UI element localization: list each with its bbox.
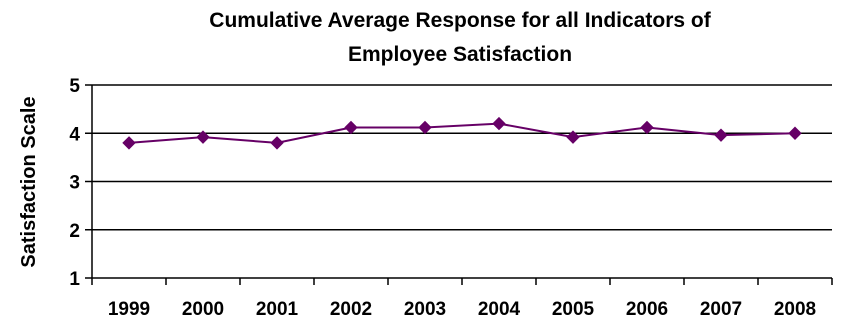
x-tick-label: 2001 [256, 299, 299, 320]
data-point-2008 [788, 126, 802, 140]
chart-title-line-1: Cumulative Average Response for all Indi… [209, 9, 711, 32]
y-tick-label: 1 [69, 269, 80, 290]
x-tick-labels: 1999 2000 2001 2002 2003 2004 2005 2006 2007 2008 [108, 299, 816, 320]
x-tick-label: 1999 [108, 299, 150, 320]
axes [85, 84, 833, 285]
data-point-2007 [714, 128, 728, 142]
data-point-2000 [196, 130, 210, 144]
y-tick-label: 5 [69, 76, 80, 97]
gridlines [92, 84, 832, 231]
data-point-1999 [122, 136, 136, 150]
x-tick-label: 2007 [700, 299, 742, 320]
data-point-2002 [344, 120, 358, 135]
data-point-2003 [418, 120, 432, 135]
y-tick-label: 2 [69, 221, 80, 242]
x-tick-label: 2005 [552, 299, 595, 320]
chart-title: Cumulative Average Response for all Indi… [209, 9, 711, 66]
x-tick-label: 2003 [404, 299, 446, 320]
series [122, 116, 802, 150]
x-tick-label: 2008 [774, 299, 816, 320]
data-point-2006 [640, 120, 654, 135]
y-tick-labels: 1 2 3 4 5 [69, 76, 80, 290]
y-axis-title: Satisfaction Scale [18, 96, 40, 267]
y-tick-label: 3 [69, 173, 80, 194]
x-tick-label: 2004 [478, 299, 521, 320]
data-point-2005 [566, 130, 580, 144]
y-tick-label: 4 [69, 124, 80, 145]
series-line [128, 122, 796, 144]
x-tick-label: 2000 [182, 299, 224, 320]
data-point-2004 [492, 116, 506, 131]
x-tick-label: 2002 [330, 299, 372, 320]
data-point-2001 [270, 136, 284, 150]
x-tick-label: 2006 [626, 299, 668, 320]
chart-title-line-2: Employee Satisfaction [348, 43, 572, 66]
